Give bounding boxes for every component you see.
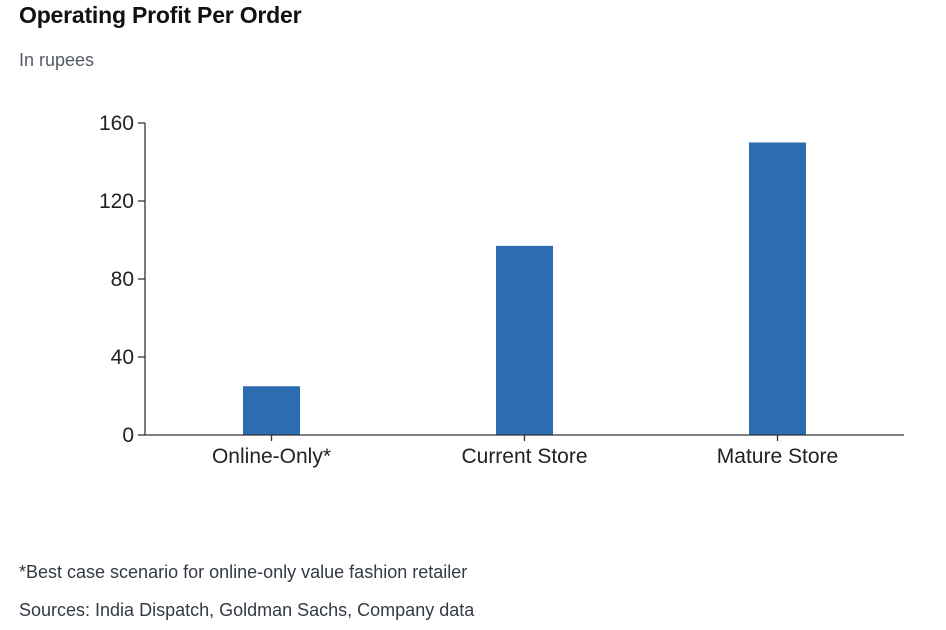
x-axis: Online-Only* Current Store Mature Store <box>145 434 904 468</box>
chart-title: Operating Profit Per Order <box>19 2 302 28</box>
bars-group <box>243 142 806 435</box>
y-tick-label: 0 <box>122 424 134 447</box>
x-tick-label: Online-Only* <box>212 445 331 468</box>
x-tick-label: Mature Store <box>717 445 838 468</box>
chart-subtitle: In rupees <box>19 50 95 70</box>
y-tick-label: 160 <box>99 112 134 135</box>
sources-note: Sources: India Dispatch, Goldman Sachs, … <box>19 600 475 620</box>
y-axis: 0 40 80 120 160 <box>99 112 146 447</box>
y-tick-label: 80 <box>111 268 134 291</box>
x-tick-label: Current Store <box>461 445 587 468</box>
bar <box>749 142 806 435</box>
y-tick-label: 120 <box>99 190 134 213</box>
bar <box>243 386 300 435</box>
bar <box>496 245 553 435</box>
bar-chart: 0 40 80 120 160 Online-Only* Current Store Mat… <box>99 112 904 468</box>
footnote: *Best case scenario for online-only valu… <box>19 562 468 582</box>
y-tick-label: 40 <box>111 346 134 369</box>
